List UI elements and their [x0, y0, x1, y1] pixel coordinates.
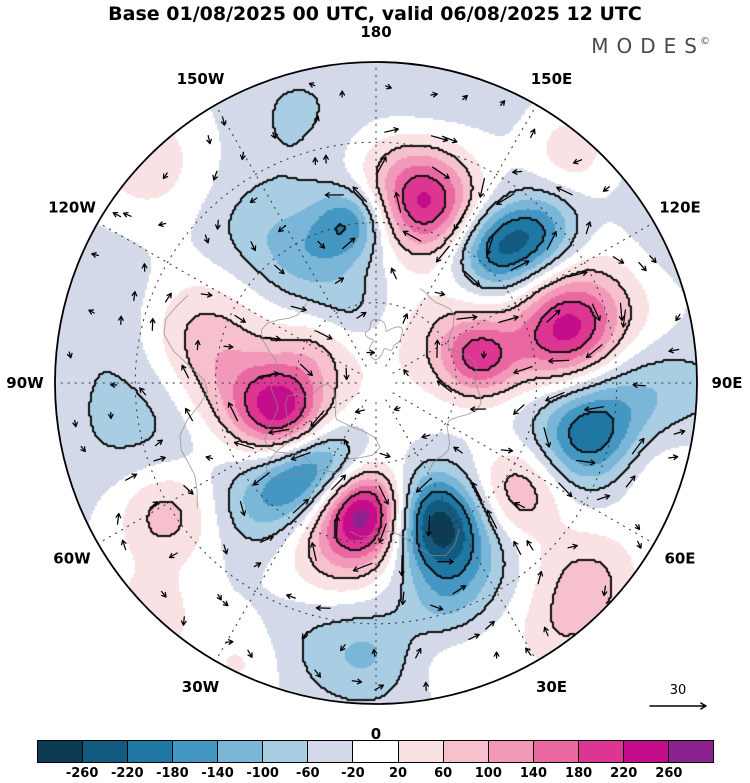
colorbar-cell [38, 741, 84, 762]
colorbar-tick-label: -100 [246, 766, 279, 781]
meridian-line [97, 392, 360, 544]
colorbar-tick-label: 260 [655, 766, 683, 781]
colorbar-tick-label: -260 [65, 766, 99, 781]
colorbar-tick-label: -60 [296, 766, 320, 781]
meridian-line [97, 222, 360, 374]
colorbar-tick-labels: -260 -220 -180 -140 -100 -60 -20 20 60 100 140 180 2… [37, 766, 714, 782]
latitude-circle [295, 302, 457, 464]
lon-label-60W: 60W [53, 550, 91, 568]
colorbar-cell [533, 741, 579, 762]
colorbar-cell [668, 741, 713, 762]
lon-label-30E: 30E [536, 678, 567, 696]
latitude-circle [215, 222, 537, 544]
colorbar-tick-label: 180 [565, 766, 593, 781]
meridian-line [392, 222, 655, 374]
colorbar-tick-label: 220 [610, 766, 638, 781]
coastline [419, 288, 482, 472]
colorbar-tick-label: 60 [434, 766, 453, 781]
lon-label-120W: 120W [48, 199, 96, 217]
coastlines [163, 288, 482, 557]
colorbar-tick-label: -140 [201, 766, 234, 781]
meridian-line [392, 392, 655, 544]
lon-label-0: 0 [371, 725, 381, 743]
colorbar-tick-label: -180 [156, 766, 189, 781]
colorbar-tick-label: -220 [110, 766, 144, 781]
colorbar-cell [488, 741, 534, 762]
meridian-line [215, 104, 367, 367]
coastline [163, 295, 208, 509]
coastline [261, 303, 317, 470]
colorbar-cell [263, 741, 309, 762]
wind-arrows [66, 82, 686, 692]
reference-vector-value: 30 [670, 683, 687, 698]
colorbar-tick-label: 100 [474, 766, 502, 781]
lon-label-150E: 150E [531, 70, 573, 88]
coastline [349, 527, 460, 557]
lon-label-60E: 60E [664, 550, 695, 568]
colorbar-cell [578, 741, 624, 762]
lon-label-90W: 90W [6, 374, 44, 392]
colorbar-cell [173, 741, 219, 762]
reference-arrow [649, 702, 707, 710]
colorbar-cell [218, 741, 264, 762]
graticule [55, 62, 697, 704]
colorbar-cell [308, 741, 354, 762]
latitude-circle [134, 141, 618, 625]
colorbar-cell [398, 741, 444, 762]
lon-label-30W: 30W [182, 678, 220, 696]
colorbar-cell [83, 741, 129, 762]
colorbar-tick-label: 140 [519, 766, 548, 781]
lon-label-90E: 90E [711, 374, 742, 392]
reference-vector: 30 [649, 683, 707, 710]
lon-label-180: 180 [360, 23, 391, 41]
meridian-line [385, 399, 537, 662]
colorbar-cell [128, 741, 174, 762]
colorbar [37, 740, 714, 763]
meridian-line [215, 399, 367, 662]
lon-label-120E: 120E [659, 199, 701, 217]
coastline [364, 319, 403, 361]
colorbar-cell [353, 741, 399, 762]
map-boundary-circle [54, 61, 698, 705]
coastline [266, 383, 381, 479]
lon-label-150W: 150W [177, 70, 225, 88]
colorbar-cell [623, 741, 669, 762]
meridian-line [385, 104, 537, 367]
longitude-labels: 180 150E 120E 90E 60E 30E 0 30W 60W 90W 120W 150W [6, 23, 742, 743]
colorbar-tick-label: -20 [341, 766, 365, 781]
colorbar-tick-label: 20 [389, 766, 408, 781]
colorbar-cell [443, 741, 489, 762]
